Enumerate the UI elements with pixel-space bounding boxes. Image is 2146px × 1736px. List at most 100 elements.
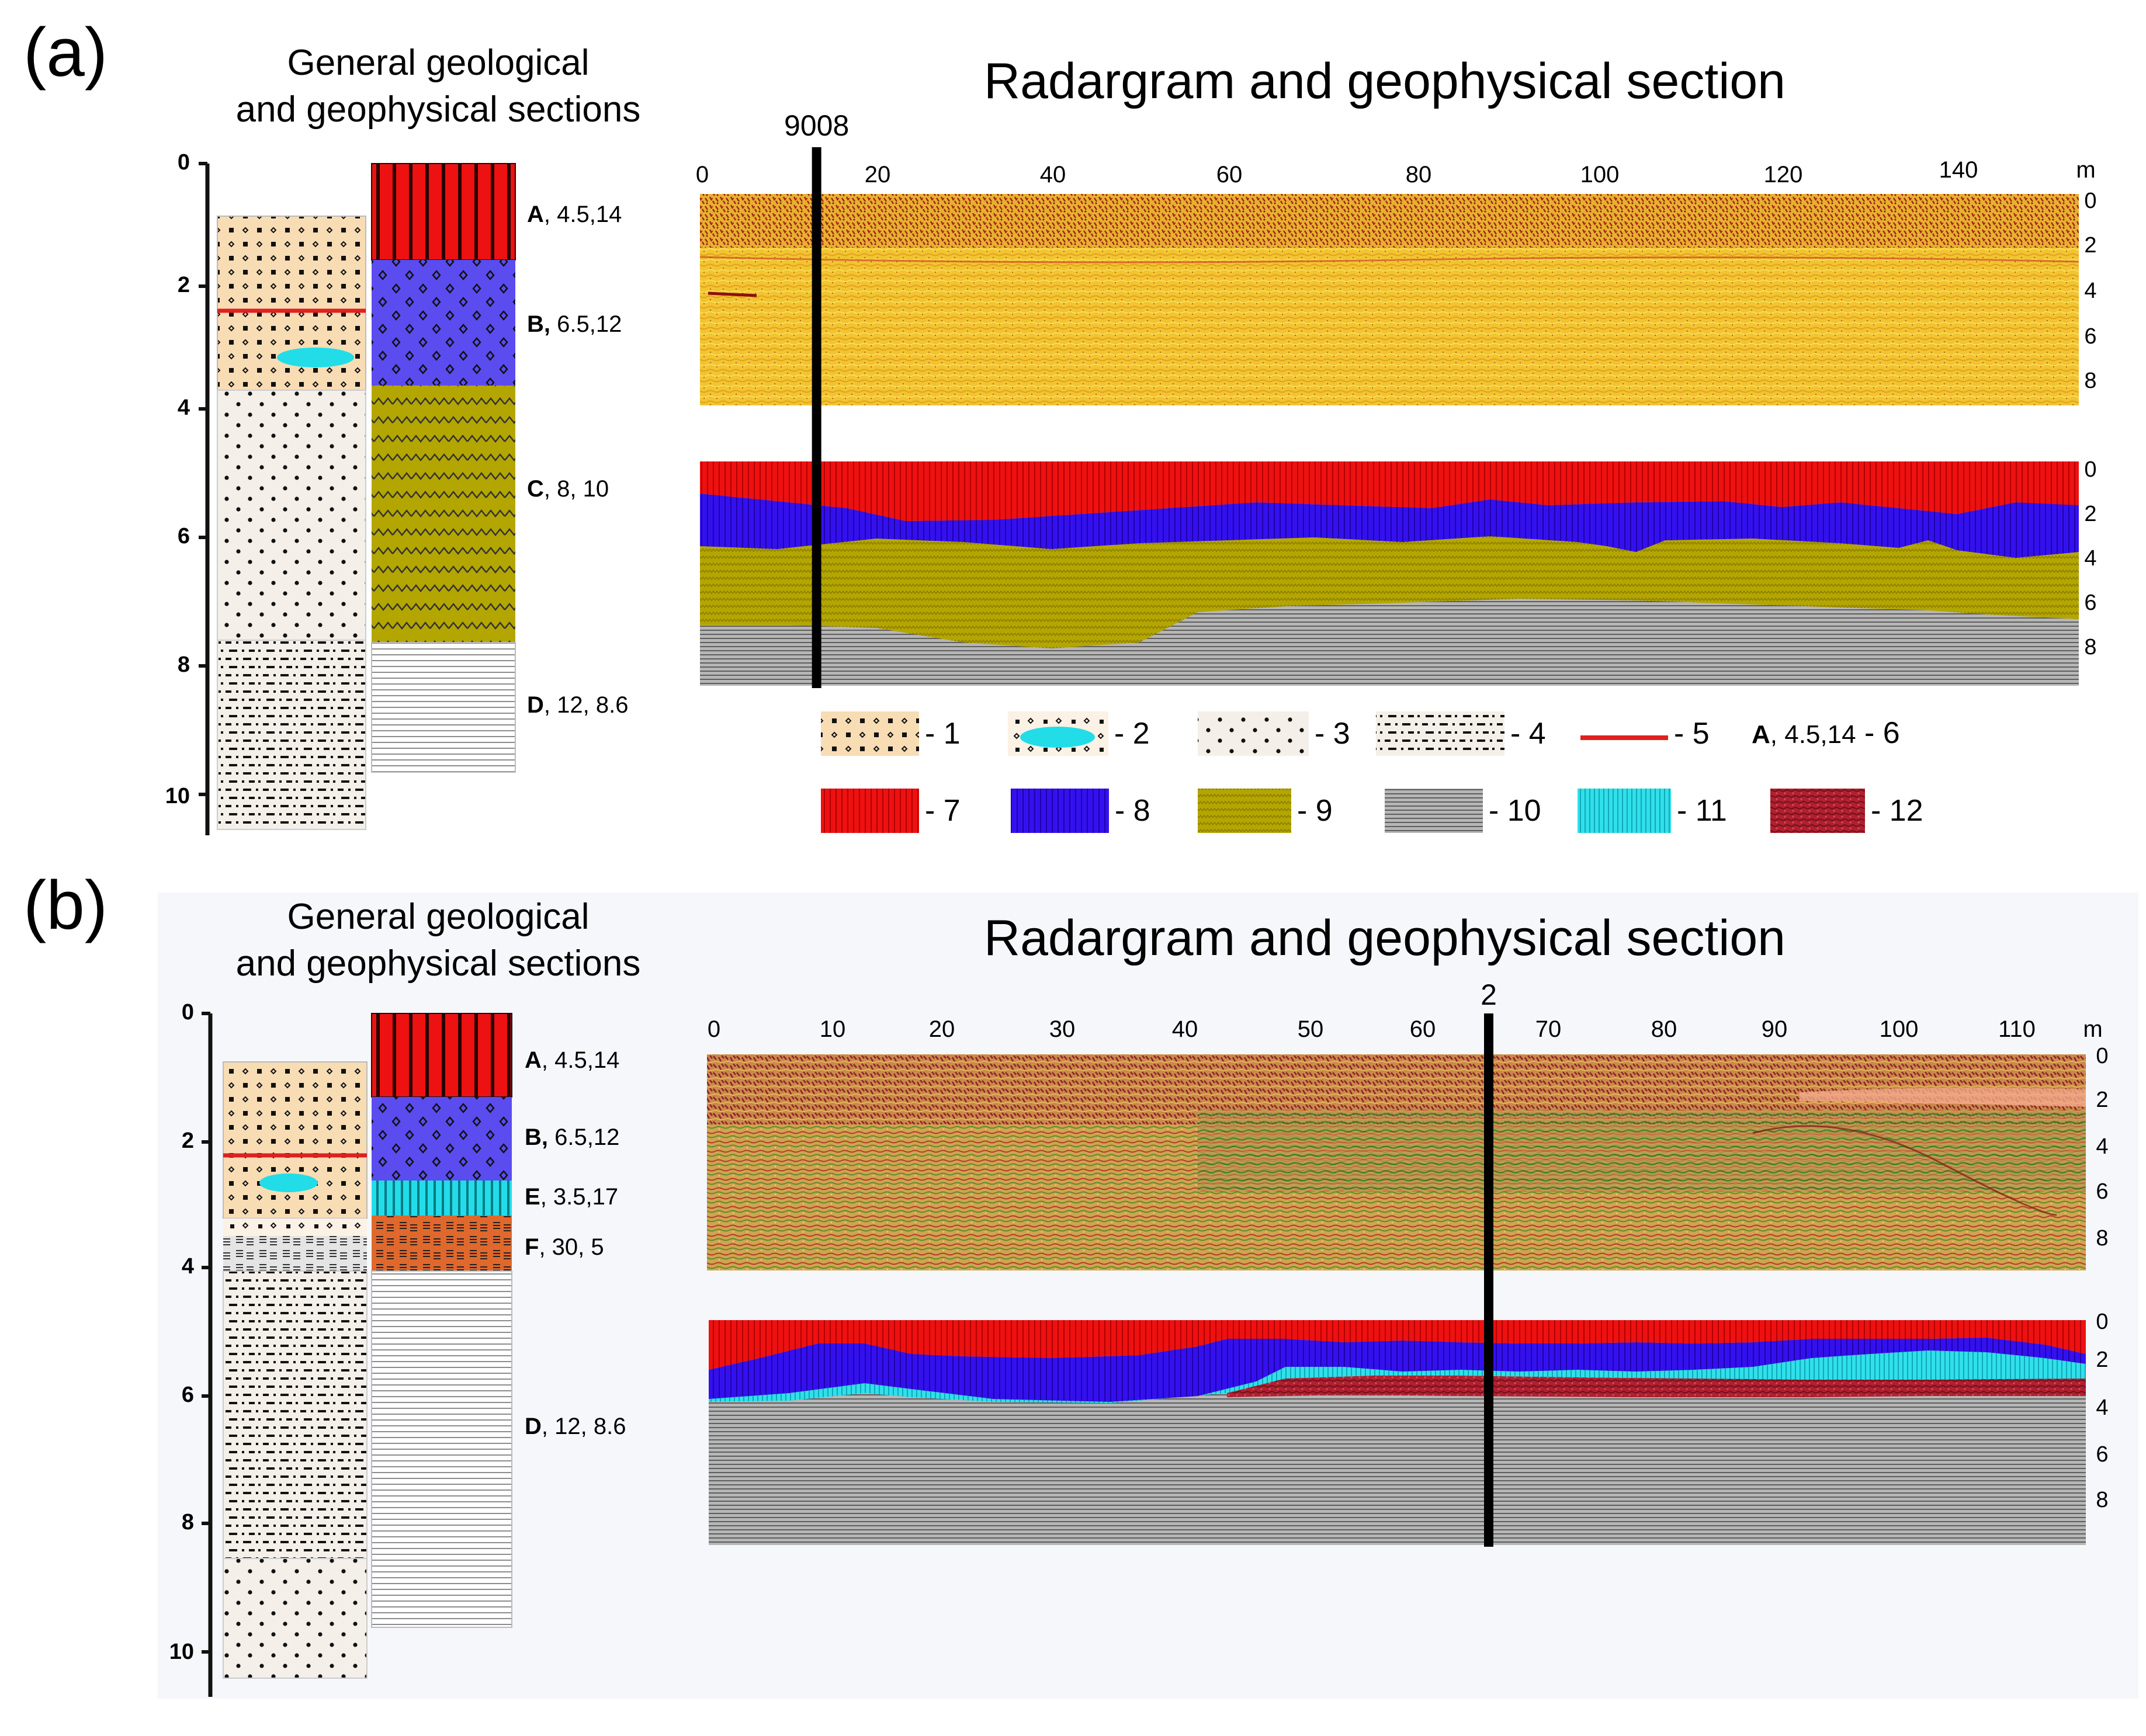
layer-b-block xyxy=(372,1097,512,1181)
panel-a-x-tick: 100 xyxy=(1580,162,1620,188)
sandy-soil-lower xyxy=(223,1218,367,1236)
panel-b-layer-label: A, 4.5,14 xyxy=(525,1047,619,1073)
legend-label: - 1 xyxy=(925,717,961,751)
legend-label: - 11 xyxy=(1677,794,1727,828)
legend-swatch-12 xyxy=(1770,789,1865,833)
panel-a-section-title: Radargram and geophysical section xyxy=(984,53,1786,109)
layer-a-block xyxy=(371,1013,512,1098)
legend-swatch-4 xyxy=(1376,711,1504,756)
panel-b: (b) General geological and geophysical s… xyxy=(23,867,2138,1699)
panel-b-radar-depth-axis: 0 2 4 6 8 xyxy=(2096,1044,2108,1251)
panel-a-right-depth-tick: 0 xyxy=(2084,189,2096,213)
panel-b-letter: (b) xyxy=(23,867,108,944)
water-lens xyxy=(277,348,354,367)
panel-b-x-axis: 0 10 20 30 40 50 60 70 80 90 100 110 m xyxy=(708,1016,2103,1042)
panel-b-x-tick: 30 xyxy=(1049,1016,1076,1042)
panel-b-x-tick: 100 xyxy=(1880,1016,1919,1042)
panel-b-depth-tick: 2 xyxy=(182,1129,194,1153)
legend-swatch-3 xyxy=(1198,711,1309,756)
panel-b-x-tick: 80 xyxy=(1651,1016,1677,1042)
layer-a-section xyxy=(700,461,2079,521)
panel-a-x-tick: 40 xyxy=(1040,162,1066,188)
panel-b-layer-label: F, 30, 5 xyxy=(525,1234,604,1260)
radargram-reflectors xyxy=(1198,1110,2086,1192)
legend-swatch-10 xyxy=(1385,789,1483,833)
panel-b-radargram xyxy=(707,1054,2086,1270)
panel-a-depth-tick: 6 xyxy=(178,524,190,548)
panel-b-x-tick: 20 xyxy=(929,1016,955,1042)
layer-e-section xyxy=(709,1350,2086,1403)
panel-b-section-depth-tick: 2 xyxy=(2096,1348,2108,1372)
panel-a-section-depth-tick: 6 xyxy=(2084,591,2096,615)
layer-f-block xyxy=(372,1216,512,1271)
panel-b-section-depth-tick: 0 xyxy=(2096,1310,2108,1334)
sand-layer xyxy=(217,390,366,641)
layer-c-block xyxy=(372,386,515,643)
layer-d-block xyxy=(371,642,516,773)
panel-b-right-depth-tick: 0 xyxy=(2096,1044,2108,1068)
radargram-lens xyxy=(1800,1088,2086,1107)
panel-a-geophysical-column xyxy=(371,163,516,773)
panel-a-depth-tick: 10 xyxy=(165,784,190,808)
panel-a-column-title-2: and geophysical sections xyxy=(236,89,641,130)
legend-label: - 10 xyxy=(1489,794,1541,828)
legend-swatch-1 xyxy=(821,711,919,756)
panel-b-x-tick: 60 xyxy=(1410,1016,1436,1042)
panel-a-depth-tick: 8 xyxy=(178,652,190,677)
legend-label: - 2 xyxy=(1114,717,1150,751)
panel-a-x-tick: 20 xyxy=(865,162,891,188)
panel-b-borehole-marker: 2 xyxy=(1481,978,1497,1547)
panel-a-depth-tick: 0 xyxy=(178,150,190,175)
panel-a-geological-column xyxy=(217,216,366,830)
panel-a-borehole-marker: 9008 xyxy=(784,109,849,688)
loam-layer xyxy=(217,640,366,830)
panel-a-layer-label: A, 4.5,14 xyxy=(527,202,622,227)
panel-b-layer-label: E, 3.5,17 xyxy=(525,1184,618,1210)
panel-a-right-depth-tick: 8 xyxy=(2084,369,2096,393)
panel-b-right-depth-tick: 6 xyxy=(2096,1179,2108,1204)
panel-b-section-depth-tick: 4 xyxy=(2096,1395,2108,1420)
panel-b-column-title-2: and geophysical sections xyxy=(236,943,641,984)
panel-a-letter: (a) xyxy=(23,14,108,91)
legend-swatch-9 xyxy=(1198,789,1291,833)
panel-a-right-depth-tick: 2 xyxy=(2084,233,2096,258)
panel-b-geophysical-section xyxy=(709,1320,2086,1545)
legend-label: - 12 xyxy=(1871,794,1923,828)
legend-label: - 8 xyxy=(1115,794,1150,828)
panel-b-x-tick: 50 xyxy=(1298,1016,1324,1042)
panel-a-section-depth-axis: 0 2 4 6 8 xyxy=(2084,457,2096,659)
panel-a: (a) General geological and geophysical s… xyxy=(23,14,2097,835)
panel-b-x-tick: 110 xyxy=(1998,1016,2036,1042)
panel-b-right-depth-tick: 2 xyxy=(2096,1088,2108,1112)
panel-a-column-title-1: General geological xyxy=(287,43,589,83)
panel-a-radargram xyxy=(699,194,2079,405)
panel-a-section-depth-tick: 8 xyxy=(2084,635,2096,659)
panel-b-depth-tick: 0 xyxy=(182,1000,194,1025)
panel-a-radar-depth-axis: 0 2 4 6 8 xyxy=(2084,189,2096,393)
panel-b-geological-column xyxy=(223,1061,368,1679)
legend-label: - 3 xyxy=(1315,717,1350,751)
panel-b-depth-axis: 0 2 4 6 8 10 xyxy=(169,1000,213,1697)
panel-a-depth-tick: 2 xyxy=(178,273,190,297)
panel-b-x-unit: m xyxy=(2083,1016,2102,1042)
legend-label: - 9 xyxy=(1297,794,1333,828)
panel-a-layer-label: C, 8, 10 xyxy=(527,476,609,502)
panel-b-right-depth-tick: 4 xyxy=(2096,1134,2108,1159)
loam-layer xyxy=(223,1270,368,1559)
panel-a-section-depth-tick: 2 xyxy=(2084,502,2096,526)
panel-b-x-tick: 70 xyxy=(1535,1016,1562,1042)
layer-b-section xyxy=(700,494,2079,558)
layer-d-block xyxy=(371,1270,512,1628)
panel-b-section-title: Radargram and geophysical section xyxy=(984,910,1786,966)
panel-a-x-tick: 120 xyxy=(1764,162,1803,188)
panel-a-x-tick: 0 xyxy=(696,162,709,188)
panel-a-layer-label: D, 12, 8.6 xyxy=(527,692,628,718)
layer-a-section xyxy=(709,1320,2086,1370)
water-lens xyxy=(259,1173,318,1192)
layer-a-block xyxy=(371,163,516,261)
panel-b-right-depth-tick: 8 xyxy=(2096,1226,2108,1251)
panel-b-layer-label: D, 12, 8.6 xyxy=(525,1414,626,1439)
legend-swatch-11 xyxy=(1578,789,1671,833)
panel-b-x-tick: 90 xyxy=(1762,1016,1788,1042)
